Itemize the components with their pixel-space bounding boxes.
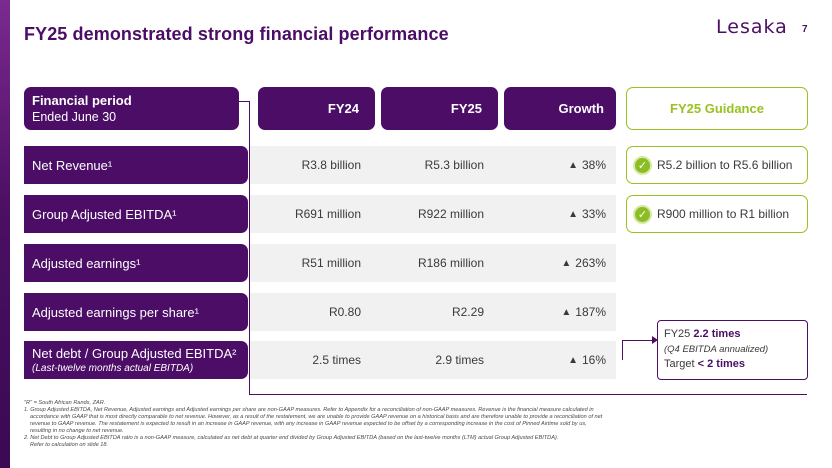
- row-label-text: Adjusted earnings¹: [32, 255, 141, 271]
- row-label-text: Group Adjusted EBITDA¹: [32, 206, 177, 222]
- footnote-1-cont: revenue to GAAP revenue. The restatement…: [30, 421, 587, 427]
- table-row: R691 million R922 million ▲ 33%: [250, 195, 616, 233]
- growth-value: 263%: [575, 256, 606, 270]
- cell-growth: ▲ 263%: [484, 244, 606, 282]
- left-accent-bar: [0, 0, 10, 468]
- arrow-connector-vertical: [622, 340, 623, 360]
- cell-fy24: R51 million: [301, 256, 361, 270]
- debt-guidance-prefix: FY25: [664, 328, 694, 340]
- debt-guidance-target: Target < 2 times: [664, 357, 807, 372]
- header-fy24: FY24: [258, 87, 375, 130]
- cell-fy25: 2.9 times: [435, 353, 484, 367]
- debt-guidance-note: (Q4 EBITDA annualized): [664, 344, 769, 355]
- footnote-currency: "R" = South African Rands, ZAR.: [24, 400, 106, 406]
- company-logo: Lesaka: [716, 16, 788, 38]
- guidance-text: R900 million to R1 billion: [657, 207, 790, 221]
- cell-fy25: R922 million: [417, 207, 484, 221]
- table-row: R0.80 R2.29 ▲ 187%: [250, 293, 616, 331]
- cell-growth: ▲ 33%: [484, 195, 606, 233]
- footnote-1-cont: resulting in no change to net revenue.: [30, 428, 124, 434]
- growth-value: 187%: [575, 305, 606, 319]
- header-growth: Growth: [504, 87, 616, 130]
- debt-guidance-value: 2.2 times: [693, 328, 741, 340]
- check-icon: ✓: [633, 155, 652, 175]
- footnote-1-cont: accordance with GAAP that is most direct…: [30, 414, 603, 420]
- table-row: R51 million R186 million ▲ 263%: [250, 244, 616, 282]
- cell-fy25: R2.29: [451, 305, 484, 319]
- footnotes: "R" = South African Rands, ZAR. 1. Group…: [24, 400, 814, 449]
- table-row: 2.5 times 2.9 times ▲ 16%: [250, 341, 616, 379]
- guidance-group-adjusted-ebitda: ✓ R900 million to R1 billion: [626, 195, 808, 233]
- guidance-net-debt-box: FY25 2.2 times (Q4 EBITDA annualized) Ta…: [657, 320, 808, 380]
- bracket-connector-bottom: [249, 394, 807, 395]
- header-period-subtitle: Ended June 30: [32, 110, 117, 124]
- row-label-group-adjusted-ebitda: Group Adjusted EBITDA¹: [24, 195, 248, 233]
- up-arrow-icon: ▲: [561, 257, 572, 269]
- debt-target-prefix: Target: [664, 358, 698, 370]
- growth-value: 16%: [581, 353, 606, 367]
- header-fy25-guidance: FY25 Guidance: [626, 87, 808, 130]
- header-financial-period: Financial period Ended June 30: [24, 87, 239, 130]
- row-label-adjusted-eps: Adjusted earnings per share¹: [24, 293, 248, 331]
- up-arrow-icon: ▲: [568, 354, 578, 366]
- arrow-right-icon: [652, 336, 658, 344]
- row-label-net-debt-ebitda: Net debt / Group Adjusted EBITDA² (Last-…: [24, 341, 248, 379]
- row-sublabel-text: (Last-twelve months actual EBITDA): [32, 363, 194, 374]
- page-number: 7: [802, 24, 808, 35]
- up-arrow-icon: ▲: [568, 208, 578, 220]
- footnote-2-cont: Refer to calculation on slide 18.: [30, 442, 109, 448]
- cell-growth: ▲ 16%: [484, 341, 606, 379]
- arrow-connector-horizontal: [622, 340, 653, 341]
- row-label-adjusted-earnings: Adjusted earnings¹: [24, 244, 248, 282]
- row-label-text: Net debt / Group Adjusted EBITDA²: [32, 346, 237, 361]
- guidance-text: R5.2 billion to R5.6 billion: [657, 158, 793, 172]
- growth-value: 33%: [581, 207, 606, 221]
- cell-growth: ▲ 187%: [484, 293, 606, 331]
- header-fy25: FY25: [381, 87, 498, 130]
- footnote-1: 1. Group Adjusted EBITDA, Net Revenue, A…: [24, 407, 594, 413]
- cell-fy25: R5.3 billion: [424, 158, 484, 172]
- up-arrow-icon: ▲: [568, 159, 578, 171]
- row-label-text: Adjusted earnings per share¹: [32, 304, 199, 320]
- cell-fy24: R3.8 billion: [301, 158, 361, 172]
- cell-fy24: R691 million: [294, 207, 361, 221]
- row-label-text: Net Revenue¹: [32, 157, 113, 173]
- cell-fy25: R186 million: [417, 256, 484, 270]
- cell-fy24: 2.5 times: [312, 353, 361, 367]
- footnote-2: 2. Net Debt to Group Adjusted EBITDA rat…: [24, 435, 559, 441]
- debt-guidance-line1: FY25 2.2 times: [664, 327, 807, 342]
- up-arrow-icon: ▲: [561, 306, 572, 318]
- cell-growth: ▲ 38%: [484, 146, 606, 184]
- bracket-connector: [238, 101, 250, 395]
- header-period-title: Financial period: [32, 93, 132, 108]
- row-label-net-revenue: Net Revenue¹: [24, 146, 248, 184]
- guidance-net-revenue: ✓ R5.2 billion to R5.6 billion: [626, 146, 808, 184]
- page-title: FY25 demonstrated strong financial perfo…: [24, 24, 449, 44]
- debt-target-value: < 2 times: [697, 358, 746, 370]
- growth-value: 38%: [581, 158, 606, 172]
- cell-fy24: R0.80: [328, 305, 361, 319]
- check-icon: ✓: [633, 204, 652, 224]
- table-row: R3.8 billion R5.3 billion ▲ 38%: [250, 146, 616, 184]
